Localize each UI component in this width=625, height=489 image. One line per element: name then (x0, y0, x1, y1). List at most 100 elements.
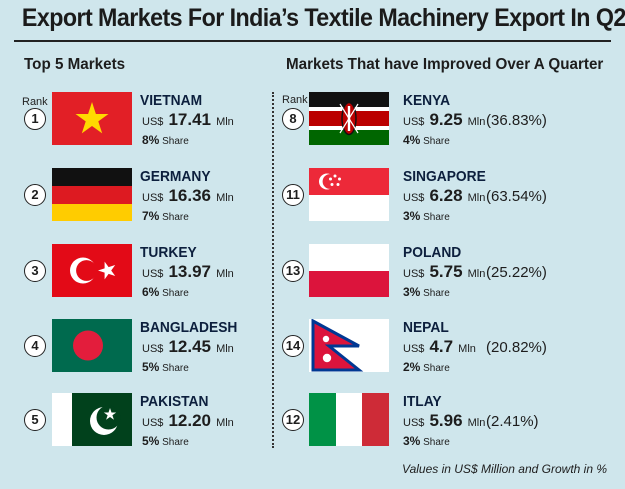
value-unit: Mln (467, 268, 486, 280)
share-label: Share (423, 136, 450, 147)
singapore-flag-icon (309, 168, 389, 221)
value-amount: 9.25 (429, 110, 463, 129)
value-amount: 13.97 (168, 262, 212, 281)
germany-flag-icon (52, 168, 132, 221)
export-value: US$ 5.75 Mln (403, 262, 485, 282)
share-line: 3% Share (403, 285, 450, 299)
share-label: Share (162, 136, 189, 147)
share-line: 5% Share (142, 434, 189, 448)
rank-badge: 13 (282, 260, 304, 282)
country-name: VIETNAM (140, 92, 203, 109)
growth-percent: (25.22%) (486, 264, 547, 281)
country-name: BANGLADESH (140, 319, 238, 336)
country-name: TURKEY (140, 244, 197, 261)
left-section-heading: Top 5 Markets (24, 56, 126, 73)
currency-label: US$ (403, 343, 425, 355)
export-value: US$ 4.7 Mln (403, 337, 476, 357)
rank-badge: 3 (24, 260, 46, 282)
share-percent: 7% (142, 209, 160, 223)
share-percent: 2% (403, 360, 421, 374)
export-value: US$ 12.45 Mln (142, 337, 234, 357)
share-line: 4% Share (403, 133, 450, 147)
rank-badge: 5 (24, 409, 46, 431)
export-value: US$ 13.97 Mln (142, 262, 234, 282)
share-line: 6% Share (142, 285, 189, 299)
share-line: 3% Share (403, 209, 450, 223)
country-name: SINGAPORE (403, 168, 486, 185)
rank-badge: 2 (24, 184, 46, 206)
share-line: 3% Share (403, 434, 450, 448)
value-amount: 12.45 (168, 337, 212, 356)
country-name: PAKISTAN (140, 393, 209, 410)
value-amount: 5.96 (429, 411, 463, 430)
left-rank-label: Rank (22, 96, 48, 108)
footnote: Values in US$ Million and Growth in % (402, 462, 607, 476)
currency-label: US$ (403, 417, 425, 429)
kenya-flag-icon (309, 92, 389, 145)
currency-label: US$ (403, 268, 425, 280)
export-value: US$ 12.20 Mln (142, 411, 234, 431)
share-line: 2% Share (403, 360, 450, 374)
turkey-flag-icon (52, 244, 132, 297)
share-label: Share (423, 212, 450, 223)
export-value: US$ 16.36 Mln (142, 186, 234, 206)
currency-label: US$ (142, 116, 164, 128)
share-percent: 8% (142, 133, 160, 147)
currency-label: US$ (403, 116, 425, 128)
share-line: 8% Share (142, 133, 189, 147)
share-line: 7% Share (142, 209, 189, 223)
italy-flag-icon (309, 393, 389, 446)
value-amount: 16.36 (168, 186, 212, 205)
pakistan-flag-icon (52, 393, 132, 446)
value-amount: 17.41 (168, 110, 212, 129)
rank-badge: 8 (282, 108, 304, 130)
value-amount: 12.20 (168, 411, 212, 430)
currency-label: US$ (403, 192, 425, 204)
value-unit: Mln (216, 116, 234, 128)
nepal-flag-icon (309, 319, 389, 372)
title-underline (14, 40, 611, 42)
poland-flag-icon (309, 244, 389, 297)
page-title: Export Markets For India’s Textile Machi… (21, 4, 625, 32)
share-percent: 3% (403, 285, 421, 299)
currency-label: US$ (142, 417, 164, 429)
share-label: Share (162, 363, 189, 374)
export-value: US$ 9.25 Mln (403, 110, 485, 130)
value-unit: Mln (458, 343, 476, 355)
rank-badge: 12 (282, 409, 304, 431)
share-label: Share (162, 212, 189, 223)
share-label: Share (162, 288, 189, 299)
right-section-heading: Markets That have Improved Over A Quarte… (286, 56, 604, 73)
value-unit: Mln (216, 343, 234, 355)
export-value: US$ 17.41 Mln (142, 110, 234, 130)
export-value: US$ 6.28 Mln (403, 186, 485, 206)
share-line: 5% Share (142, 360, 189, 374)
share-percent: 4% (403, 133, 421, 147)
growth-percent: (63.54%) (486, 188, 547, 205)
country-name: GERMANY (140, 168, 211, 185)
country-name: POLAND (403, 244, 462, 261)
growth-percent: (20.82%) (486, 339, 547, 356)
share-percent: 3% (403, 209, 421, 223)
value-unit: Mln (216, 268, 234, 280)
bangladesh-flag-icon (52, 319, 132, 372)
value-amount: 4.7 (429, 337, 454, 356)
value-unit: Mln (467, 116, 486, 128)
value-unit: Mln (467, 417, 486, 429)
vietnam-flag-icon (52, 92, 132, 145)
rank-badge: 11 (282, 184, 304, 206)
currency-label: US$ (142, 343, 164, 355)
share-percent: 3% (403, 434, 421, 448)
share-label: Share (423, 288, 450, 299)
rank-badge: 14 (282, 335, 304, 357)
value-unit: Mln (216, 417, 234, 429)
currency-label: US$ (142, 192, 164, 204)
country-name: NEPAL (403, 319, 449, 336)
share-label: Share (162, 437, 189, 448)
value-amount: 5.75 (429, 262, 463, 281)
share-percent: 6% (142, 285, 160, 299)
rank-badge: 1 (24, 108, 46, 130)
share-percent: 5% (142, 360, 160, 374)
growth-percent: (2.41%) (486, 413, 539, 430)
right-rank-label: Rank (282, 94, 308, 106)
